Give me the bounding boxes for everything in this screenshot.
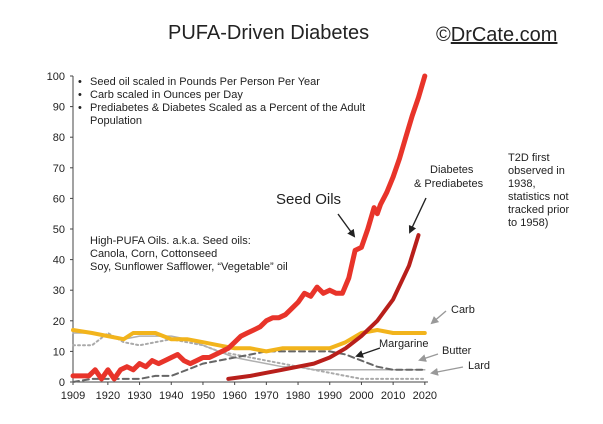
credit-link[interactable]: DrCate.com — [450, 24, 558, 46]
y-tick-label: 60 — [53, 193, 65, 205]
seed-oils-arrow — [337, 213, 356, 238]
series-line-seed-oils — [70, 73, 428, 382]
t2d-note: T2D first observed in 1938, statistics n… — [508, 152, 570, 229]
x-tick-label: 1930 — [127, 390, 151, 402]
note-carb: Carb scaled in Ounces per Day — [78, 89, 408, 102]
x-tick-label: 1990 — [317, 390, 341, 402]
annotation-arrows — [337, 197, 464, 376]
series-line-margarine — [72, 350, 426, 383]
y-tick-label: 100 — [47, 71, 65, 83]
label-margarine: Margarine — [379, 338, 429, 350]
label-diabetes-line1: Diabetes — [430, 164, 474, 176]
label-seed-oils: Seed Oils — [276, 191, 342, 208]
x-tick-label: 2020 — [413, 390, 437, 402]
y-tick-label: 20 — [53, 316, 65, 328]
series-line-lard — [72, 332, 426, 380]
butter-arrow — [418, 353, 439, 362]
x-tick-label: 1940 — [159, 390, 183, 402]
label-carb: Carb — [451, 304, 475, 316]
x-tick-label: 1980 — [286, 390, 310, 402]
note-seed-oil: Seed oil scaled in Pounds Per Person Per… — [78, 76, 408, 89]
label-butter: Butter — [442, 345, 472, 357]
y-tick-label: 30 — [53, 285, 65, 297]
lard-arrow — [430, 366, 464, 376]
y-tick-label: 10 — [53, 346, 65, 358]
y-tick-label: 50 — [53, 224, 65, 236]
label-high-pufa-1: High-PUFA Oils. a.k.a. Seed oils: — [90, 235, 251, 247]
chart-title: PUFA-Driven Diabetes — [168, 22, 370, 44]
credit-text: ©DrCate.com — [436, 24, 557, 47]
y-tick-label: 90 — [53, 102, 65, 114]
y-tick-label: 80 — [53, 132, 65, 144]
x-tick-label: 1960 — [222, 390, 246, 402]
diabetes-arrow — [408, 197, 427, 234]
x-tick-label: 1920 — [96, 390, 120, 402]
y-tick-label: 0 — [59, 377, 65, 389]
label-lard: Lard — [468, 360, 491, 372]
label-high-pufa-3: Soy, Sunflower Safflower, “Vegetable” oi… — [90, 261, 288, 273]
series-group — [70, 73, 428, 383]
y-tick-label: 40 — [53, 255, 65, 267]
carb-arrow — [430, 310, 447, 325]
legend-notes: Seed oil scaled in Pounds Per Person Per… — [78, 76, 408, 128]
note-diabetes: Prediabetes & Diabetes Scaled as a Perce… — [78, 102, 408, 128]
margarine-arrow — [355, 347, 381, 358]
x-tick-label: 2000 — [349, 390, 373, 402]
axes: 0 10 20 30 40 50 60 70 80 90 100 1909 1920 1930 1940 19… — [47, 71, 437, 402]
series-line-butter — [72, 332, 426, 371]
x-tick-label: 2010 — [381, 390, 405, 402]
label-diabetes-line2: & Prediabetes — [414, 178, 484, 190]
x-tick-label: 1950 — [191, 390, 215, 402]
credit-prefix: © — [436, 24, 451, 46]
label-high-pufa-2: Canola, Corn, Cottonseed — [90, 248, 218, 260]
y-tick-label: 70 — [53, 163, 65, 175]
series-line-diabetes-prediabetes — [226, 233, 421, 381]
x-tick-label: 1970 — [254, 390, 278, 402]
x-tick-label: 1909 — [61, 390, 85, 402]
